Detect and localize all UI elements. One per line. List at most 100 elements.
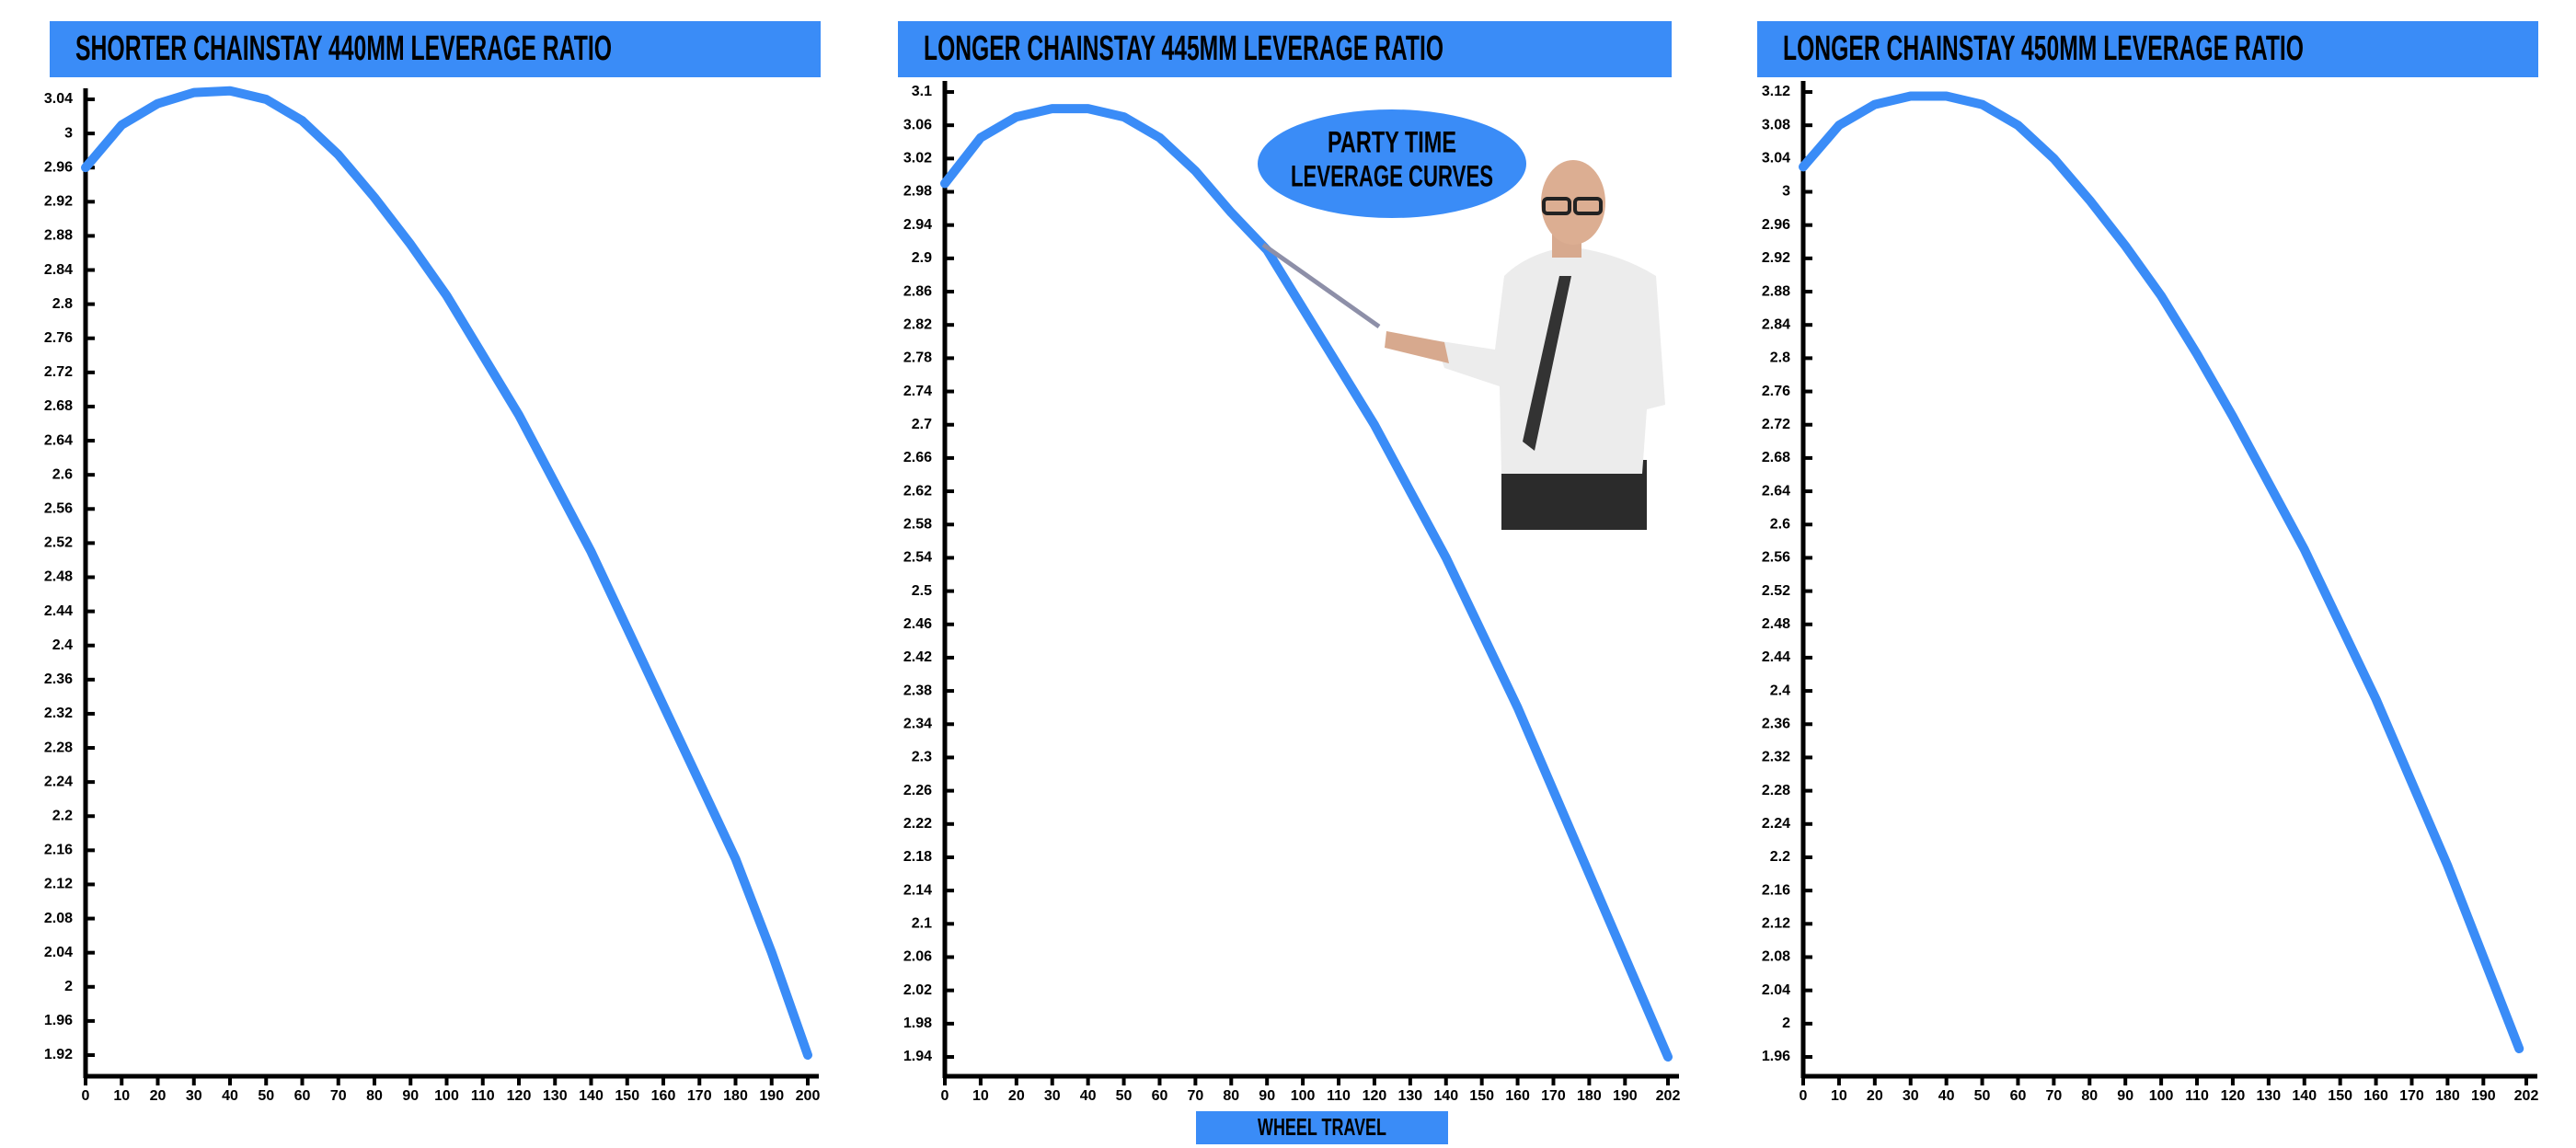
x-tick-label: 150 (2328, 1088, 2352, 1104)
y-tick-label: 2.44 (44, 603, 73, 619)
x-tick-label: 90 (402, 1088, 419, 1104)
x-axis-label: WHEEL TRAVEL (1258, 1113, 1386, 1141)
x-tick-label: 170 (687, 1088, 712, 1104)
x-tick-label: 202 (1656, 1088, 1681, 1104)
y-tick-label: 2.08 (44, 911, 73, 926)
y-tick-label: 2.94 (903, 217, 932, 233)
x-tick-label: 0 (1800, 1088, 1808, 1104)
title-bar (1757, 21, 2538, 77)
presenter (1261, 160, 1665, 530)
y-tick-label: 3.04 (1762, 151, 1790, 166)
line (940, 104, 1673, 1062)
x-tick-label: 160 (2363, 1088, 2388, 1104)
x-tick-label: 120 (2221, 1088, 2246, 1104)
x-tick-label: 30 (1903, 1088, 1919, 1104)
y-tick-label: 2.2 (1770, 849, 1790, 865)
y-tick-label: 2.98 (903, 184, 932, 200)
x-tick-label: 20 (1867, 1088, 1883, 1104)
y-tick-label: 2.3 (912, 750, 932, 765)
y-tick-label: 2.16 (44, 843, 73, 858)
chart-title: SHORTER CHAINSTAY 440MM LEVERAGE RATIO (75, 29, 612, 68)
x-label-box (1196, 1111, 1448, 1144)
y-tick-label: 2.04 (1762, 982, 1790, 998)
y-tick-label: 2.92 (44, 194, 73, 210)
y-tick-label: 2.34 (903, 716, 932, 731)
x-tick-label: 50 (258, 1088, 274, 1104)
x-tick-label: 100 (1291, 1088, 1316, 1104)
line (1799, 91, 2524, 1053)
x-tick-label: 200 (796, 1088, 821, 1104)
x-tick-label: 180 (723, 1088, 748, 1104)
x-tick-label: 170 (1541, 1088, 1566, 1104)
y-tick-label: 2.62 (903, 483, 932, 499)
x-tick-label: 10 (1831, 1088, 1847, 1104)
y-tick-label: 1.94 (903, 1049, 932, 1064)
y-tick-label: 2.66 (903, 450, 932, 465)
y-tick-label: 2.76 (1762, 384, 1790, 399)
y-tick-label: 2.6 (1770, 516, 1790, 532)
x-tick-label: 110 (1327, 1088, 1351, 1104)
y-tick-label: 2.92 (1762, 250, 1790, 266)
y-tick-label: 2.22 (903, 816, 932, 832)
y-tick-label: 2 (64, 979, 73, 994)
y-tick-label: 2.48 (44, 569, 73, 585)
y-tick-label: 2.14 (903, 882, 932, 898)
x-tick-label: 80 (1223, 1088, 1239, 1104)
x-tick-label: 130 (543, 1088, 568, 1104)
y-tick-label: 2.12 (44, 877, 73, 892)
chart-title: LONGER CHAINSTAY 445MM LEVERAGE RATIO (924, 29, 1443, 68)
x-tick-label: 160 (1505, 1088, 1530, 1104)
x-tick-label: 90 (2117, 1088, 2133, 1104)
y-tick-label: 2.68 (44, 398, 73, 414)
x-tick-label: 150 (1469, 1088, 1494, 1104)
x-tick-label: 50 (1116, 1088, 1133, 1104)
y-tick-label: 2.88 (1762, 283, 1790, 299)
x-tick-label: 80 (2081, 1088, 2098, 1104)
y-tick-label: 2.86 (903, 283, 932, 299)
y-tick-label: 2.4 (1770, 683, 1790, 698)
y-tick-label: 2.96 (44, 159, 73, 175)
annotation: PARTY TIME (1328, 125, 1456, 158)
y-tick-label: 2.82 (903, 316, 932, 332)
y-tick-label: 2.64 (44, 432, 73, 448)
y-tick-label: 3 (1782, 184, 1790, 200)
x-tick-label: 110 (471, 1088, 495, 1104)
y-tick-label: 2.36 (44, 672, 73, 687)
x-tick-label: 30 (186, 1088, 202, 1104)
y-tick-label: 2.84 (1762, 316, 1790, 332)
y-tick-label: 2.56 (44, 501, 73, 517)
y-tick-label: 2.16 (1762, 882, 1790, 898)
y-tick-label: 2.2 (52, 808, 73, 823)
x-tick-label: 90 (1259, 1088, 1275, 1104)
y-tick-label: 2.68 (1762, 450, 1790, 465)
y-tick-label: 2.1 (912, 916, 932, 932)
x-tick-label: 150 (615, 1088, 639, 1104)
arm (1385, 331, 1449, 363)
y-tick-label: 2.8 (1770, 350, 1790, 366)
tie (1523, 276, 1571, 451)
y-tick-label: 2.46 (903, 616, 932, 632)
x-tick-label: 130 (2256, 1088, 2281, 1104)
y-tick-label: 2.12 (1762, 916, 1790, 932)
y-tick-label: 2.04 (44, 945, 73, 960)
y-tick-label: 2.32 (44, 706, 73, 721)
y-tick-label: 2.9 (912, 250, 932, 266)
y-tick-label: 2.44 (1762, 649, 1790, 665)
glasses (1573, 197, 1603, 215)
panel: LONGER CHAINSTAY 445MM LEVERAGE RATIO 1.9… (898, 21, 1680, 1104)
x-tick-label: 10 (113, 1088, 130, 1104)
y-tick-label: 2.08 (1762, 949, 1790, 965)
y-tick-label: 1.96 (44, 1013, 73, 1028)
y-tick-label: 3.06 (903, 117, 932, 132)
x-tick-label: 0 (941, 1088, 949, 1104)
y-tick-label: 3.08 (1762, 117, 1790, 132)
x-tick-label: 40 (1080, 1088, 1097, 1104)
x-tick-label: 60 (1152, 1088, 1168, 1104)
y-tick-label: 2.58 (903, 516, 932, 532)
pointer (1261, 242, 1381, 329)
y-tick-label: 2.72 (44, 364, 73, 380)
x-tick-label: 180 (1577, 1088, 1602, 1104)
y-tick-label: 3 (64, 125, 73, 141)
